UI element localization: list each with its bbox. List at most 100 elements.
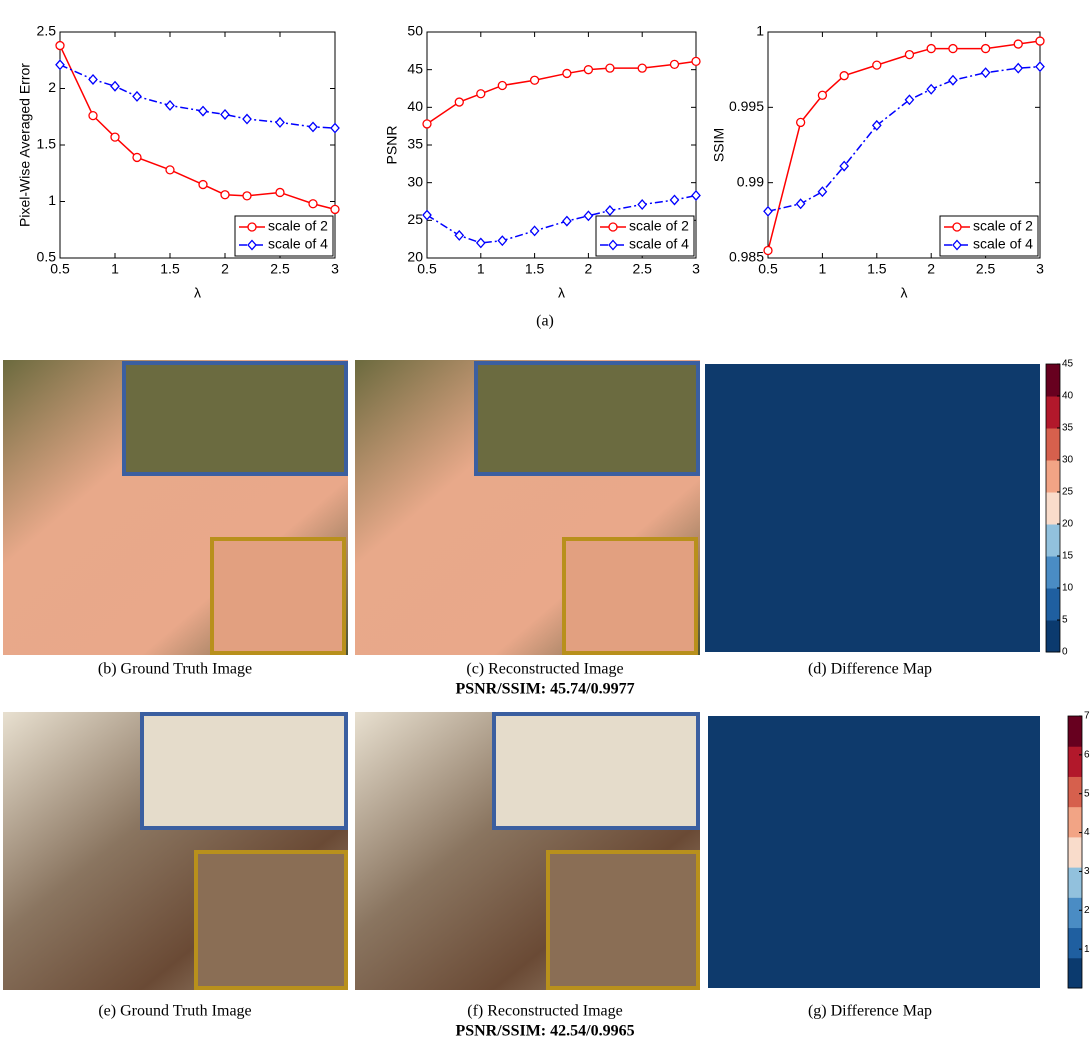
colorbar-tick-label: 3 [1084,866,1090,877]
x-axis-label: λ [558,285,565,301]
x-tick-label: 1.5 [160,261,180,277]
legend-label: scale of 2 [629,218,689,234]
colorbar-bin [1068,776,1082,807]
marker [111,133,119,141]
colorbar-tick-label: 0 [1062,647,1068,658]
x-tick-label: 2 [585,261,593,277]
marker [670,60,678,68]
caption: (e) Ground Truth Image [98,1003,251,1020]
marker [764,246,772,254]
marker [840,72,848,80]
marker [797,118,805,126]
zoom-inset [142,714,346,828]
colorbar-tick-label: 45 [1062,359,1074,370]
page: {"chart_data": [ {"type": "line", "ylabe… [0,0,1091,1042]
y-axis-label: Pixel-Wise Averaged Error [17,63,33,227]
zoom-inset [124,363,346,474]
marker [905,51,913,59]
colorbar-bin [1046,460,1060,493]
marker [243,192,251,200]
marker [221,191,229,199]
marker [531,76,539,84]
x-axis-label: λ [901,285,908,301]
zoom-inset [548,852,698,988]
legend-label: scale of 4 [973,236,1033,252]
marker [309,200,317,208]
marker [949,45,957,53]
y-tick-label: 1 [756,23,764,39]
marker [1036,37,1044,45]
colorbar-bin [1046,492,1060,525]
caption: (f) Reconstructed Image [467,1003,622,1020]
caption: (g) Difference Map [808,1003,932,1020]
marker [166,166,174,174]
zoom-inset [212,539,344,653]
y-axis-label: PSNR [384,126,400,165]
colorbar-tick-label: 1 [1084,944,1090,955]
marker [1014,40,1022,48]
zoom-inset [564,539,696,653]
x-axis-label: λ [194,285,201,301]
y-tick-label: 30 [407,173,423,189]
colorbar-tick-label: 6 [1084,749,1090,760]
colorbar-bin [1046,588,1060,621]
y-tick-label: 2 [48,79,56,95]
chart: 0.511.522.530.9850.990.9951λSSIMscale of… [711,23,1044,301]
x-tick-label: 1.5 [525,261,545,277]
marker [56,42,64,50]
marker [498,81,506,89]
panel-label: (a) [536,313,554,330]
marker [953,223,961,231]
colorbar-tick-label: 35 [1062,423,1074,434]
zoom-inset [494,714,698,828]
colorbar-bin [1046,428,1060,461]
y-tick-label: 1 [48,192,56,208]
x-tick-label: 2 [221,261,229,277]
difference-map [708,716,1040,988]
marker [609,223,617,231]
colorbar-tick-label: 4 [1084,827,1090,838]
colorbar-tick-label: 25 [1062,487,1074,498]
colorbar-tick-label: 30 [1062,455,1074,466]
image-row [3,360,1040,655]
x-tick-label: 1 [477,261,485,277]
marker [133,153,141,161]
caption: (b) Ground Truth Image [98,661,252,678]
colorbar-bin [1068,958,1082,989]
marker [692,57,700,65]
colorbar-bin [1046,364,1060,397]
marker [423,120,431,128]
marker [477,90,485,98]
x-tick-label: 1.5 [867,261,887,277]
caption: (c) Reconstructed Image [466,661,623,678]
colorbar-bin [1068,716,1082,747]
y-tick-label: 2.5 [37,23,57,39]
y-tick-label: 1.5 [37,136,57,152]
image-row [3,712,1040,990]
marker [982,45,990,53]
x-tick-label: 2.5 [632,261,652,277]
colorbar-tick-label: 15 [1062,551,1074,562]
marker [89,112,97,120]
y-tick-label: 0.99 [737,173,764,189]
colorbar-tick-label: 7 [1084,711,1090,722]
y-tick-label: 50 [407,23,423,39]
marker [331,205,339,213]
legend-label: scale of 4 [268,236,328,252]
metrics: PSNR/SSIM: 42.54/0.9965 [455,1023,634,1040]
y-tick-label: 0.5 [37,249,57,265]
colorbar-tick-label: 5 [1084,788,1090,799]
y-tick-label: 0.995 [729,98,764,114]
x-tick-label: 3 [331,261,339,277]
marker [927,45,935,53]
colorbar-bin [1068,928,1082,959]
colorbar-tick-label: 2 [1084,905,1090,916]
y-tick-label: 25 [407,211,423,227]
caption: (d) Difference Map [808,661,932,678]
colorbar-tick-label: 10 [1062,583,1074,594]
figure: 0.511.522.530.511.522.5λPixel-Wise Avera… [0,0,1091,1042]
marker [199,181,207,189]
x-tick-label: 3 [1036,261,1044,277]
